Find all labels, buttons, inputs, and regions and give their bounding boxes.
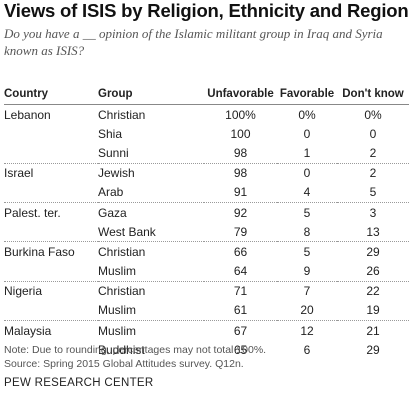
table-row: Muslim 61 20 19 (4, 300, 409, 322)
column-header-unfavorable: Unfavorable (204, 80, 277, 105)
cell-dont-know: 29 (366, 244, 380, 259)
footnote: Note: Due to rounding, percentages may n… (4, 344, 414, 371)
note-text: Note: Due to rounding, percentages may n… (4, 344, 267, 356)
source-text: Source: Spring 2015 Global Attitudes sur… (4, 357, 244, 370)
cell-group: West Bank (98, 222, 204, 243)
cell-country: Palest. ter. (4, 205, 61, 220)
cell-favorable: 0 (303, 126, 311, 141)
cell-country: Burkina Faso (4, 244, 75, 259)
cell-dont-know: 21 (366, 323, 380, 338)
publisher-credit: PEW RESEARCH CENTER (4, 377, 154, 389)
cell-country: Israel (4, 166, 34, 181)
table-row: Nigeria Christian 71 7 22 (4, 281, 409, 301)
table-row: Malaysia Muslim 67 12 21 (4, 321, 409, 341)
cell-favorable: 20 (277, 300, 337, 322)
cell-favorable: 0 (303, 166, 311, 181)
cell-dont-know: 19 (337, 300, 409, 322)
column-header-dont-know: Don't know (337, 80, 409, 105)
table-row: Muslim 64 9 26 (4, 261, 409, 282)
cell-dont-know: 5 (337, 182, 409, 203)
table-row: Palest. ter. Gaza 92 5 3 (4, 202, 409, 222)
cell-unfavorable: 65 (233, 342, 248, 357)
cell-country: Malaysia (4, 323, 52, 338)
cell-group: Shia (98, 126, 123, 141)
cell-unfavorable: 61 (204, 300, 277, 322)
cell-group: Arab (98, 182, 204, 203)
cell-favorable: 6 (303, 342, 311, 357)
cell-dont-know: 0 (369, 126, 377, 141)
cell-favorable: 8 (277, 222, 337, 243)
table-row: Shia 100 0 0 (4, 124, 409, 143)
cell-favorable: 5 (303, 205, 311, 220)
cell-unfavorable: 91 (204, 182, 277, 203)
cell-group: Buddhist (98, 342, 145, 357)
cell-favorable: 5 (303, 244, 311, 259)
cell-favorable: 7 (303, 284, 311, 299)
cell-favorable: 1 (277, 143, 337, 164)
cell-favorable: 4 (277, 182, 337, 203)
table-row: Israel Jewish 98 0 2 (4, 163, 409, 183)
table-row: Burkina Faso Christian 66 5 29 (4, 242, 409, 262)
cell-country (4, 143, 98, 164)
cell-dont-know: 3 (369, 205, 377, 220)
cell-country: Lebanon (4, 107, 51, 122)
cell-favorable: 12 (300, 323, 314, 338)
chart-title: Views of ISIS by Religion, Ethnicity and… (4, 0, 409, 21)
cell-dont-know: 0% (364, 107, 382, 122)
cell-country (4, 222, 98, 243)
column-header-group: Group (98, 80, 204, 105)
table-row: Arab 91 4 5 (4, 182, 409, 203)
cell-dont-know: 13 (337, 222, 409, 243)
cell-group: Muslim (98, 300, 204, 322)
table-row: Sunni 98 1 2 (4, 143, 409, 164)
cell-unfavorable: 98 (233, 166, 248, 181)
cell-group: Christian (98, 107, 146, 122)
cell-dont-know: 2 (337, 143, 409, 164)
cell-country (4, 182, 98, 203)
column-header-favorable: Favorable (277, 80, 337, 105)
cell-unfavorable: 66 (233, 244, 248, 259)
cell-unfavorable: 64 (204, 261, 277, 282)
cell-unfavorable: 79 (204, 222, 277, 243)
cell-group: Sunni (98, 143, 204, 164)
cell-dont-know: 2 (369, 166, 377, 181)
cell-unfavorable: 100 (230, 126, 251, 141)
cell-group: Jewish (98, 166, 135, 181)
table-row: West Bank 79 8 13 (4, 222, 409, 243)
table-row: Lebanon Christian 100% 0% 0% (4, 105, 409, 125)
cell-country (4, 300, 98, 322)
cell-unfavorable: 98 (204, 143, 277, 164)
cell-unfavorable: 67 (233, 323, 248, 338)
column-header-country: Country (4, 80, 98, 105)
cell-group: Christian (98, 244, 146, 259)
cell-country: Nigeria (4, 284, 43, 299)
cell-unfavorable: 100% (225, 107, 256, 122)
cell-group: Muslim (98, 261, 204, 282)
cell-country (4, 124, 98, 143)
cell-favorable: 9 (277, 261, 337, 282)
cell-dont-know: 22 (366, 284, 380, 299)
cell-dont-know: 26 (337, 261, 409, 282)
chart-subtitle: Do you have a __ opinion of the Islamic … (4, 26, 383, 58)
table-body: Lebanon Christian 100% 0% 0% Shia 100 0 0 Sunni 98… (4, 105, 409, 360)
cell-group: Gaza (98, 205, 127, 220)
cell-unfavorable: 71 (233, 284, 248, 299)
table-header-row: Country Group Unfavorable Favorable Don'… (4, 80, 409, 105)
table-row: Buddhist 65 6 29 (4, 340, 409, 359)
cell-group: Muslim (98, 323, 136, 338)
cell-favorable: 0% (298, 107, 316, 122)
cell-country (4, 261, 98, 282)
cell-dont-know: 29 (366, 342, 380, 357)
data-table: Country Group Unfavorable Favorable Don'… (4, 80, 409, 359)
cell-unfavorable: 92 (233, 205, 248, 220)
cell-group: Christian (98, 284, 146, 299)
